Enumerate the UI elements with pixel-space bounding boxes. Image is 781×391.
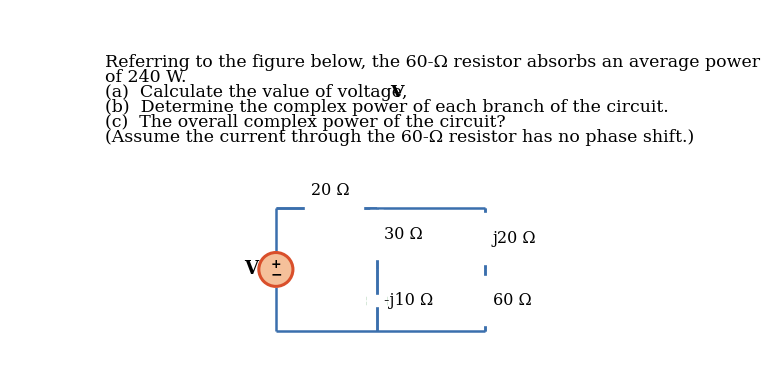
- Text: +: +: [270, 258, 281, 271]
- Text: 30 Ω: 30 Ω: [384, 226, 423, 243]
- Text: of 240 W.: of 240 W.: [105, 69, 187, 86]
- Text: (b)  Determine the complex power of each branch of the circuit.: (b) Determine the complex power of each …: [105, 99, 669, 116]
- Text: j20 Ω: j20 Ω: [493, 230, 537, 247]
- Text: -j10 Ω: -j10 Ω: [384, 292, 433, 309]
- Text: V: V: [390, 84, 404, 101]
- Circle shape: [259, 253, 293, 286]
- Circle shape: [257, 251, 294, 288]
- Text: (a)  Calculate the value of voltage,: (a) Calculate the value of voltage,: [105, 84, 413, 101]
- Text: (c)  The overall complex power of the circuit?: (c) The overall complex power of the cir…: [105, 114, 506, 131]
- Text: −: −: [270, 268, 282, 282]
- Text: 20 Ω: 20 Ω: [311, 181, 349, 199]
- Text: V: V: [244, 260, 258, 278]
- Text: Referring to the figure below, the 60-Ω resistor absorbs an average power: Referring to the figure below, the 60-Ω …: [105, 54, 761, 71]
- Text: (Assume the current through the 60-Ω resistor has no phase shift.): (Assume the current through the 60-Ω res…: [105, 129, 694, 146]
- Text: 60 Ω: 60 Ω: [493, 292, 532, 309]
